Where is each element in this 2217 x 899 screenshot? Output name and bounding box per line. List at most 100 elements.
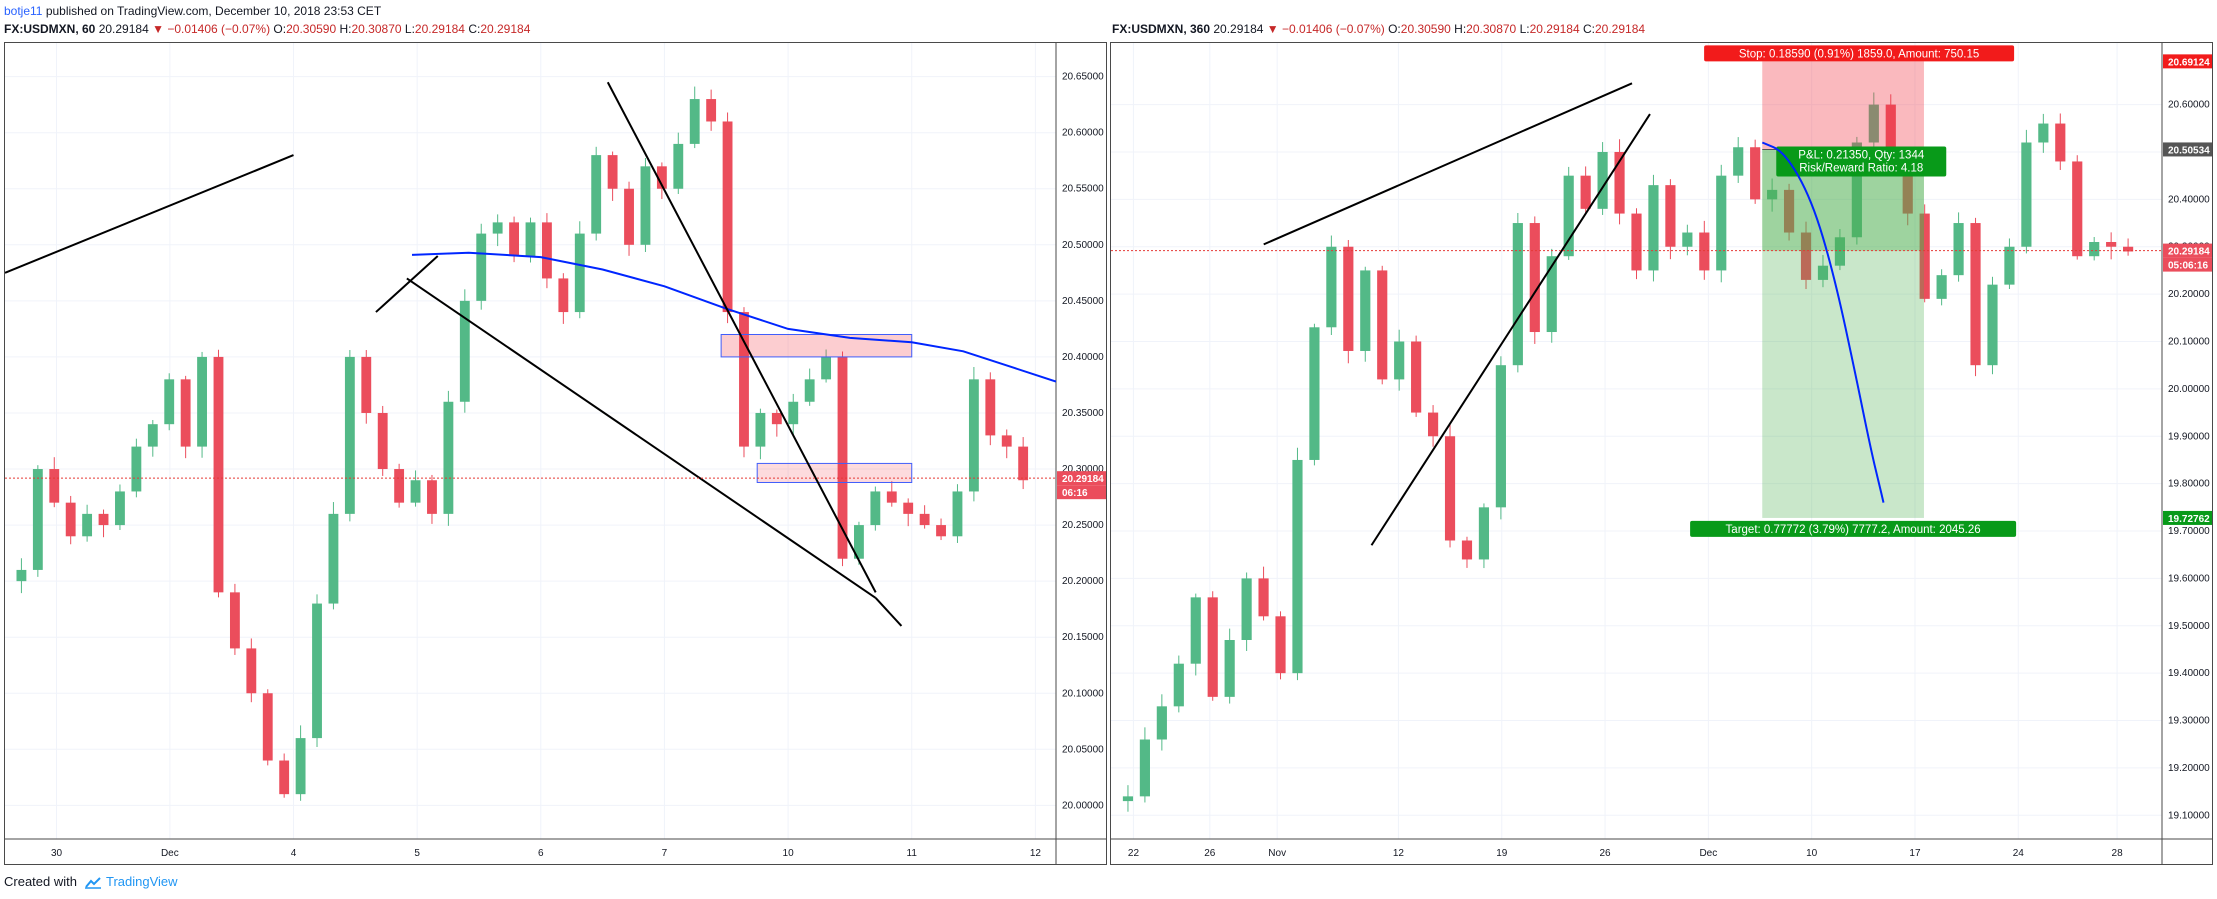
x-tick-label: 7 [662, 848, 668, 859]
candle-body [1699, 232, 1710, 271]
candle-body [1292, 459, 1303, 674]
author-link[interactable]: botje11 [4, 4, 43, 18]
price-tag: 19.72762 [2168, 514, 2210, 525]
candle-body [1156, 706, 1167, 740]
y-tick-label: 20.10000 [2168, 337, 2210, 348]
chart-legend-right: FX:USDMXN, 360 20.29184 ▼ −0.01406 (−0.0… [1112, 22, 1646, 36]
candle-body [1580, 175, 1591, 209]
candle-body [788, 401, 799, 425]
candle-body [1733, 147, 1744, 176]
candle-body [65, 502, 76, 537]
candle-body [1241, 578, 1252, 640]
y-tick-label: 19.70000 [2168, 526, 2210, 537]
y-tick-label: 19.40000 [2168, 668, 2210, 679]
candle-body [229, 592, 240, 649]
candle-body [903, 502, 914, 514]
candle-body [1885, 104, 1896, 162]
candle-body [492, 222, 503, 234]
tradingview-link[interactable]: TradingView [106, 874, 178, 889]
candle-body [706, 99, 717, 122]
candle-body [2123, 246, 2134, 252]
candle-body [1767, 189, 1778, 200]
y-tick-label: 20.55000 [1062, 184, 1104, 195]
created-with-label: Created with [4, 874, 77, 889]
candle-body [541, 222, 552, 279]
x-tick-label: 17 [1909, 848, 1921, 859]
candle-body [459, 300, 470, 402]
candle-body [1716, 175, 1727, 271]
candle-body [213, 356, 224, 593]
x-tick-label: 6 [538, 848, 544, 859]
y-tick-label: 20.50000 [1062, 240, 1104, 251]
candle-body [1868, 104, 1879, 143]
chart-panel-360[interactable]: 19.10000 19.20000 19.30000 19.40000 19.50000… [1110, 42, 2213, 865]
trendline [375, 255, 439, 313]
candle-body [32, 469, 43, 570]
x-tick-label: 26 [1204, 848, 1216, 859]
low-value: 20.29184 [414, 22, 465, 36]
publish-info: published on TradingView.com, December 1… [45, 4, 382, 18]
candle-body [952, 491, 963, 537]
last-price: 20.29184 [1213, 22, 1264, 36]
candle-body [1444, 436, 1456, 541]
trendline [406, 277, 877, 599]
candle-body [377, 412, 388, 470]
candle-body [180, 379, 191, 447]
y-tick-label: 20.00000 [1062, 800, 1104, 811]
price-change: ▼ −0.01406 (−0.07%) [1266, 22, 1385, 36]
publish-header: botje11 published on TradingView.com, De… [0, 0, 2217, 22]
chart-panel-60[interactable]: 20.00000 20.05000 20.10000 20.15000 20.20000… [4, 42, 1107, 865]
candle-body [476, 233, 487, 301]
supply-zone [720, 333, 913, 358]
y-tick-label: 19.60000 [2168, 573, 2210, 584]
candle-body [295, 738, 306, 795]
candle-body [1018, 446, 1029, 481]
candle-body [361, 356, 372, 413]
candle-body [1326, 246, 1337, 328]
candle-body [1224, 640, 1235, 697]
stop-label-box [1704, 45, 2015, 62]
x-tick-label: 5 [414, 848, 420, 859]
candle-body [1394, 341, 1405, 380]
candle-body [1190, 597, 1201, 664]
candle-body [443, 401, 454, 514]
candle-body [82, 513, 93, 537]
candle-body [1750, 147, 1761, 200]
candle-body [1495, 365, 1506, 508]
tradingview-logo-icon [84, 876, 101, 889]
candle-body [1834, 237, 1846, 266]
candle-body [246, 648, 257, 694]
candle-body [1001, 435, 1012, 447]
candle-body [2089, 242, 2100, 257]
price-tag-box [1057, 471, 1106, 486]
y-tick-label: 20.60000 [1062, 128, 1104, 139]
candle-body [624, 188, 634, 245]
trendline [4, 154, 294, 274]
candlestick-chart-60[interactable]: 20.00000 20.05000 20.10000 20.15000 20.20000… [4, 43, 1106, 864]
price-change: ▼ −0.01406 (−0.07%) [152, 22, 271, 36]
x-tick-label: 24 [2013, 848, 2025, 859]
candle-body [279, 760, 290, 795]
price-tag-box [2163, 54, 2212, 69]
symbol-label: FX:USDMXN, 360 [1112, 22, 1211, 36]
target-label: Target: 0.77772 (3.79%) 7777.2, Amount: … [1726, 524, 1981, 536]
candle-body [1648, 185, 1659, 271]
x-tick-label: 19 [1496, 848, 1508, 859]
countdown-box [2163, 257, 2212, 272]
y-tick-label: 20.60000 [2168, 100, 2210, 111]
candle-body [131, 446, 142, 492]
candle-body [2106, 242, 2117, 247]
projection-curve [1761, 141, 1885, 503]
candle-body [591, 155, 602, 234]
candle-body [509, 222, 520, 257]
candlestick-chart-360[interactable]: 19.10000 19.20000 19.30000 19.40000 19.50000… [1111, 43, 2212, 864]
candle-body [1377, 270, 1388, 380]
candle-body [1512, 223, 1523, 366]
x-tick-label: 26 [1599, 848, 1611, 859]
trendline [1263, 82, 1633, 246]
candle-body [558, 278, 569, 313]
stop-zone [1762, 61, 1924, 150]
pnl-label-box [1776, 146, 1947, 177]
x-tick-label: 12 [1393, 848, 1405, 859]
candle-body [312, 603, 322, 739]
